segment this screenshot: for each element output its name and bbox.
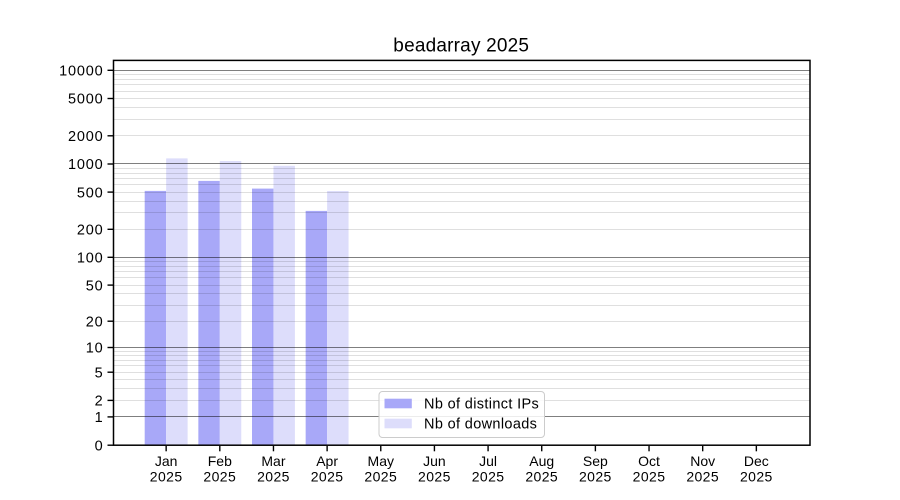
svg-text:20: 20 (86, 314, 104, 330)
svg-text:2025: 2025 (740, 468, 773, 484)
svg-text:10000: 10000 (59, 64, 103, 80)
svg-text:0: 0 (95, 438, 104, 454)
svg-text:Jan: Jan (155, 453, 178, 469)
svg-text:2025: 2025 (364, 468, 397, 484)
svg-text:Nov: Nov (690, 453, 715, 469)
svg-text:Feb: Feb (208, 453, 232, 469)
svg-text:200: 200 (77, 223, 104, 239)
svg-text:2025: 2025 (525, 468, 558, 484)
svg-text:2025: 2025 (150, 468, 183, 484)
svg-text:2025: 2025 (472, 468, 505, 484)
svg-text:May: May (368, 453, 394, 469)
svg-text:Apr: Apr (316, 453, 338, 469)
svg-text:50: 50 (86, 278, 104, 294)
svg-text:Dec: Dec (744, 453, 769, 469)
svg-text:5000: 5000 (68, 92, 103, 108)
svg-text:2025: 2025 (686, 468, 719, 484)
svg-text:Jul: Jul (479, 453, 497, 469)
svg-text:Nb of downloads: Nb of downloads (424, 417, 537, 433)
svg-text:Mar: Mar (261, 453, 285, 469)
svg-text:Oct: Oct (638, 453, 660, 469)
svg-text:500: 500 (77, 185, 104, 201)
svg-text:2025: 2025 (257, 468, 290, 484)
svg-text:Jun: Jun (423, 453, 446, 469)
svg-text:5: 5 (95, 365, 104, 381)
svg-text:2025: 2025 (579, 468, 612, 484)
svg-text:Sep: Sep (583, 453, 608, 469)
svg-text:Aug: Aug (529, 453, 554, 469)
svg-text:100: 100 (77, 251, 104, 267)
svg-text:2025: 2025 (311, 468, 344, 484)
svg-text:1000: 1000 (68, 157, 103, 173)
svg-text:2025: 2025 (633, 468, 666, 484)
svg-text:2: 2 (95, 394, 104, 410)
svg-text:2025: 2025 (203, 468, 236, 484)
svg-text:beadarray 2025: beadarray 2025 (393, 36, 529, 57)
svg-text:2000: 2000 (68, 129, 103, 145)
svg-text:10: 10 (86, 341, 104, 357)
svg-text:1: 1 (95, 410, 104, 426)
svg-text:2025: 2025 (418, 468, 451, 484)
svg-text:Nb of distinct IPs: Nb of distinct IPs (424, 397, 539, 413)
